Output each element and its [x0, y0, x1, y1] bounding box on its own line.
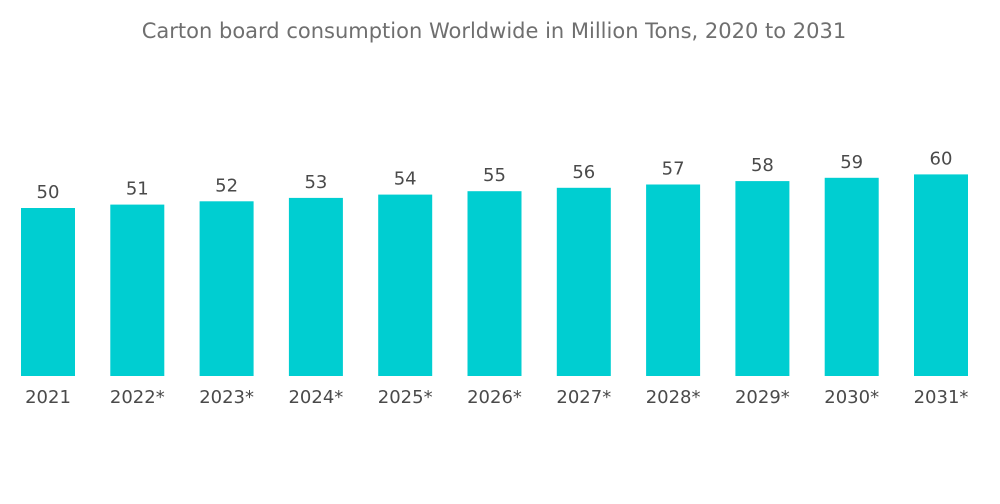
- value-label-2023: 52: [215, 175, 238, 196]
- category-label-2028: 2028*: [646, 387, 701, 408]
- category-label-2022: 2022*: [110, 387, 165, 408]
- value-label-2028: 57: [662, 159, 685, 180]
- category-label-2023: 2023*: [199, 387, 254, 408]
- category-label-2024: 2024*: [288, 387, 343, 408]
- bar-2024: [288, 197, 343, 376]
- value-label-2031: 60: [930, 148, 953, 169]
- category-label-2030: 2030*: [824, 387, 879, 408]
- bar-2026: [467, 191, 522, 376]
- value-label-2024: 53: [304, 172, 327, 193]
- chart-title: Carton board consumption Worldwide in Mi…: [142, 19, 846, 43]
- category-label-2021: 2021: [25, 387, 71, 408]
- category-label-2029: 2029*: [735, 387, 790, 408]
- value-label-2026: 55: [483, 165, 506, 186]
- bar-2031: [914, 174, 968, 376]
- bars-group: [21, 174, 968, 376]
- category-label-2027: 2027*: [556, 387, 611, 408]
- value-label-2030: 59: [840, 152, 863, 173]
- value-label-2029: 58: [751, 155, 774, 176]
- value-label-2025: 54: [394, 169, 417, 190]
- bar-2023: [199, 201, 254, 376]
- bar-2028: [646, 184, 701, 376]
- category-label-2026: 2026*: [467, 387, 522, 408]
- value-label-2022: 51: [126, 179, 149, 200]
- category-label-2031: 2031*: [914, 387, 969, 408]
- value-label-2021: 50: [37, 182, 60, 203]
- value-label-2027: 56: [572, 162, 595, 183]
- bar-2029: [735, 181, 790, 376]
- bar-2027: [556, 187, 611, 376]
- bar-2030: [824, 177, 879, 376]
- value-labels-group: 50 51 52 53 54 55 56 57 58 59 60: [37, 148, 953, 203]
- bar-2025: [378, 194, 433, 376]
- bar-2022: [110, 204, 165, 376]
- bar-2021: [21, 208, 75, 376]
- category-labels-group: 2021 2022* 2023* 2024* 2025* 2026* 2027* 2028* 2…: [25, 387, 968, 408]
- category-label-2025: 2025*: [378, 387, 433, 408]
